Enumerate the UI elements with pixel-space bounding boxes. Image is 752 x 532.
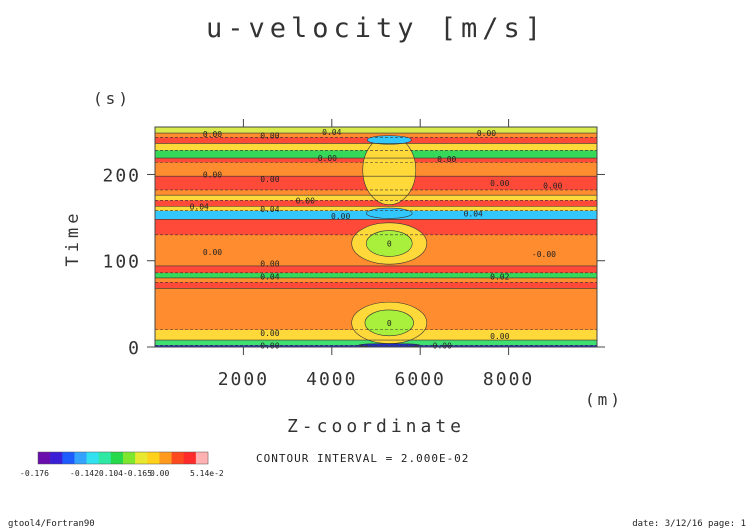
contour-label-4: 0.00: [203, 170, 222, 179]
band-22: [155, 127, 597, 134]
colorbar-swatch-8: [135, 452, 148, 464]
contour-label-0: 0.00: [203, 130, 222, 139]
band-12: [155, 200, 597, 207]
colorbar-label-0: -0.176: [20, 469, 49, 478]
colorbar-swatch-12: [183, 452, 197, 464]
colorbar-swatch-6: [110, 452, 124, 464]
chart-title: u-velocity [m/s]: [206, 13, 546, 44]
y-axis-label: Time: [63, 210, 83, 267]
contour-label-6: 0.00: [318, 154, 337, 163]
colorbar-swatch-2: [62, 452, 75, 464]
band-5: [155, 277, 597, 283]
central-blob-5: [365, 207, 413, 219]
central-blob-4: [362, 135, 417, 205]
contour-label-11: 0.04: [260, 205, 279, 214]
contour-label-7: 0.00: [437, 155, 456, 164]
contour-label-24: 0: [387, 319, 392, 328]
band-11: [155, 206, 597, 211]
y-tick-label-0: 0: [128, 338, 141, 359]
central-blob-1: [364, 309, 414, 337]
colorbar-swatch-13: [195, 452, 209, 464]
central-blob-3: [365, 230, 413, 257]
y-tick-label-1: 100: [102, 252, 141, 273]
colorbar-label-2: 0.00: [150, 469, 169, 478]
colorbar-swatch-7: [123, 452, 136, 464]
band-4: [155, 282, 597, 289]
colorbar-swatch-11: [171, 452, 185, 464]
contour-label-15: 0.00: [203, 248, 222, 257]
contour-label-20: 0.00: [260, 329, 279, 338]
contour-label-9: 0.00: [543, 182, 562, 191]
contour-label-16: 0.00: [260, 259, 279, 268]
colorbar-label-3: 5.14e-2: [190, 469, 224, 478]
band-1: [155, 340, 597, 346]
colorbar-frame: [37, 451, 209, 465]
central-blob-6: [366, 135, 412, 145]
x-axis-label: Z-coordinate: [287, 416, 465, 437]
x-unit: (m): [585, 390, 623, 409]
contour-label-19: 0.02: [490, 272, 509, 281]
x-tick-label-0: 2000: [218, 369, 269, 390]
band-21: [155, 133, 597, 138]
footer-right: date: 3/12/16 page: 1: [632, 519, 746, 529]
band-7: [155, 265, 597, 273]
y-unit: (s): [93, 89, 131, 108]
plot-frame: [154, 126, 598, 348]
x-tick-label-3: 8000: [483, 369, 534, 390]
y-ticks: 0 100 200: [102, 165, 605, 359]
contour-label-3: 0.00: [477, 129, 496, 138]
colorbar-swatch-1: [50, 452, 63, 464]
contour-label-25: 0: [387, 239, 392, 248]
contour-label-1: 0.00: [260, 132, 279, 141]
x-tick-label-2: 6000: [395, 369, 446, 390]
contour-label-14: 0.04: [464, 209, 483, 218]
colorbar-swatch-0: [38, 452, 51, 464]
colorbar-swatch-9: [147, 452, 160, 464]
contour-label-18: 0.04: [260, 272, 279, 281]
contour-label-10: 0.04: [190, 202, 209, 211]
contour-label-21: 0.00: [490, 332, 509, 341]
contour-label-8: 0.00: [490, 179, 509, 188]
band-6: [155, 272, 597, 278]
colorbar-swatch-3: [74, 452, 87, 464]
contour-label-22: 0.00: [260, 341, 279, 350]
x-ticks: 2000 4000 6000 8000: [218, 119, 534, 390]
x-tick-label-1: 4000: [306, 369, 357, 390]
contour-interval: CONTOUR INTERVAL = 2.000E-02: [256, 452, 469, 465]
colorbar-label-1: -0.1420.104-0.165: [70, 469, 152, 478]
contour-label-23: 0.00: [433, 341, 452, 350]
contour-label-13: 0.00: [331, 212, 350, 221]
colorbar-swatch-4: [86, 452, 100, 464]
colorbar-swatch-10: [159, 452, 172, 464]
contour-label-17: -0.00: [532, 250, 556, 259]
y-tick-label-2: 200: [102, 165, 141, 186]
contour-label-2: 0.04: [322, 128, 341, 137]
colorbar-swatch-5: [98, 452, 112, 464]
contour-label-5: 0.00: [260, 175, 279, 184]
contour-label-12: 0.00: [296, 196, 315, 205]
footer-left: gtool4/Fortran90: [8, 519, 95, 529]
plot-area: 0.00 0.00 0.04 0.00 0.00 0.00 0.00 0.00 0.00 0.00…: [154, 126, 598, 350]
